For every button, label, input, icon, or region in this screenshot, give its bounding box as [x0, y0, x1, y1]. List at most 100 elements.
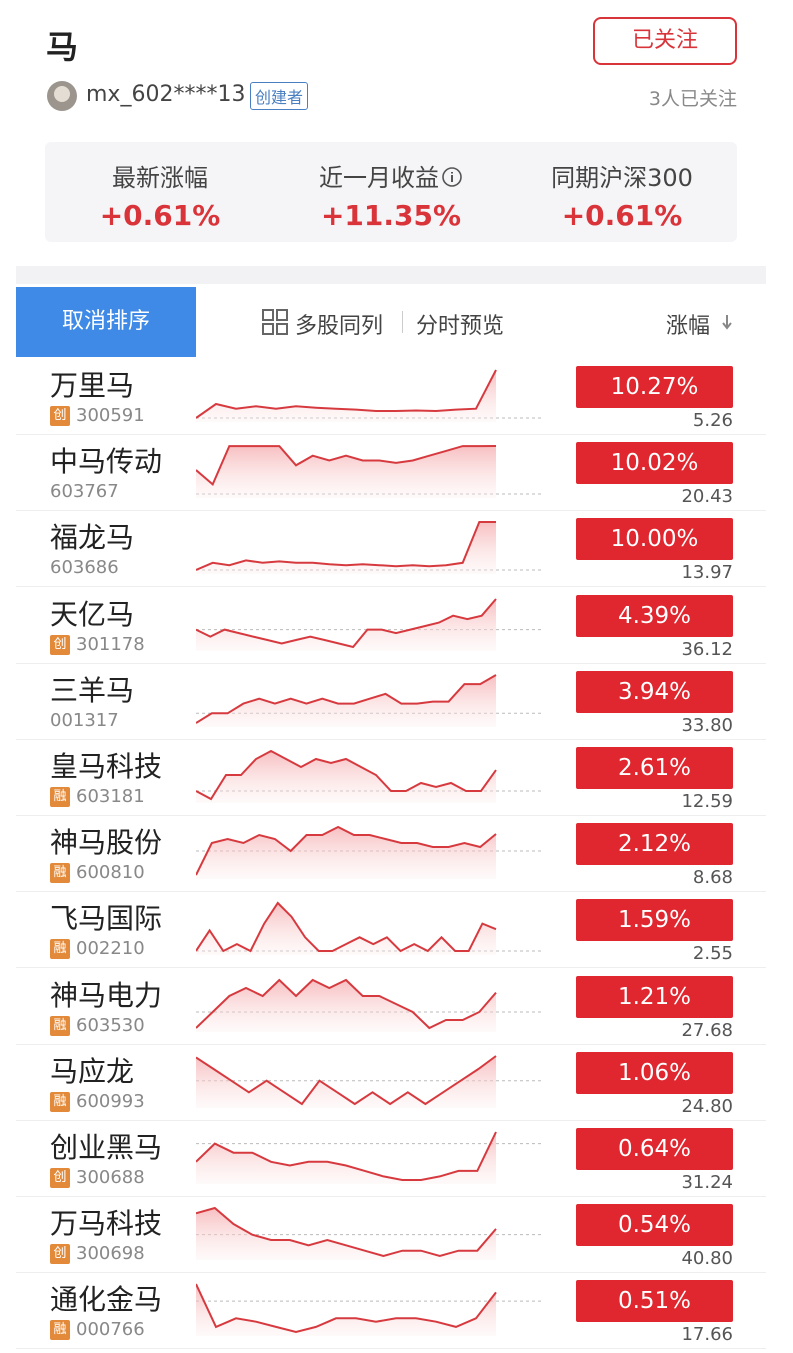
stock-code: 301178 [76, 633, 145, 655]
area [196, 903, 496, 956]
area [196, 1055, 496, 1108]
multi-stock-tab[interactable]: 多股同列 [295, 314, 384, 339]
price: 27.68 [681, 1019, 733, 1041]
stock-row[interactable]: 万里马创 300591 10.27% 5.26 [16, 358, 766, 435]
stat-label-text: 近一月收益 [319, 164, 439, 192]
change-box: 10.00% [576, 518, 733, 561]
stock-row[interactable]: 飞马国际融 002210 1.59% 2.55 [16, 891, 766, 969]
user-name[interactable]: mx_602****13 [86, 82, 246, 107]
price: 40.80 [681, 1248, 733, 1270]
stock-name: 福龙马 [50, 521, 135, 555]
stock-row[interactable]: 中马传动 603767 10.02% 20.43 [16, 434, 766, 512]
follow-button[interactable]: 已关注 [593, 17, 737, 65]
price-line [196, 445, 497, 487]
change-box: 0.64% [576, 1128, 733, 1170]
stock-name: 皇马科技 [50, 750, 163, 783]
stock-name: 飞马国际 [50, 902, 163, 936]
intraday-chart [196, 445, 542, 499]
stock-code: 600993 [76, 1090, 145, 1112]
stock-code: 603686 [50, 557, 119, 579]
stock-row[interactable]: 万马科技创 300698 0.54% 40.80 [16, 1196, 766, 1274]
change-box: 1.21% [576, 975, 733, 1018]
price-line [196, 597, 497, 648]
stock-row[interactable]: 神马股份融 600810 2.12% 8.68 [16, 815, 766, 893]
stat-value: +0.61% [561, 199, 683, 232]
price: 36.12 [681, 638, 733, 660]
stock-row[interactable]: 神马电力融 603530 1.21% 27.68 [16, 968, 766, 1045]
change-box: 2.12% [576, 823, 733, 866]
intraday-chart [196, 1054, 542, 1108]
stock-code: 603530 [76, 1014, 145, 1036]
stock-code: 300698 [76, 1243, 145, 1265]
price: 13.97 [681, 562, 733, 584]
market-tag: 融 [50, 939, 70, 960]
price-line [196, 978, 497, 1029]
sort-column[interactable]: 涨幅 [666, 314, 711, 339]
stat-value: +11.35% [320, 199, 462, 232]
stock-row[interactable]: 马应龙融 600993 1.06% 24.80 [16, 1044, 766, 1121]
price-line [196, 1054, 497, 1106]
stock-row[interactable]: 福龙马 603686 10.00% 13.97 [16, 510, 766, 588]
price-line [196, 749, 497, 801]
stock-row[interactable]: 天亿马创 301178 4.39% 36.12 [16, 587, 766, 664]
area [196, 674, 496, 727]
stat-label: 最新涨幅 [45, 158, 275, 193]
grid-icon [262, 309, 288, 335]
market-tag: 融 [50, 1015, 70, 1036]
info-icon[interactable] [441, 166, 463, 188]
intraday-chart [196, 826, 542, 880]
stock-row[interactable]: 皇马科技融 603181 2.61% 12.59 [16, 739, 766, 816]
market-tag: 创 [50, 406, 70, 426]
change-box: 0.51% [576, 1280, 733, 1323]
stock-row[interactable]: 通化金马融 000766 0.51% 17.66 [16, 1272, 766, 1350]
area [196, 1208, 496, 1261]
title: 马 [46, 28, 79, 66]
stock-code: 002210 [76, 938, 145, 960]
stock-name: 马应龙 [50, 1054, 135, 1088]
change-box: 0.54% [576, 1204, 733, 1247]
intraday-chart [196, 597, 542, 651]
separator [16, 266, 766, 284]
stat: 最新涨幅 +0.61% [45, 142, 275, 232]
price-line [196, 369, 497, 419]
preview-tab[interactable]: 分时预览 [416, 314, 505, 339]
area [196, 598, 496, 651]
stat-value: +0.61% [99, 199, 221, 232]
intraday-chart [196, 1283, 542, 1337]
price-line [196, 521, 496, 572]
stock-row[interactable]: 创业黑马创 300688 0.64% 31.24 [16, 1120, 766, 1197]
price: 33.80 [681, 714, 733, 736]
stock-name: 神马股份 [50, 826, 163, 860]
price-line [196, 1131, 497, 1181]
change-box: 3.94% [576, 670, 733, 713]
intraday-chart [196, 978, 542, 1032]
cancel-sort-button[interactable]: 取消排序 [16, 287, 196, 357]
stat-label-text: 同期沪深300 [551, 164, 693, 192]
stock-name: 天亿马 [50, 597, 135, 631]
market-tag: 创 [50, 1244, 70, 1265]
stock-code: 603767 [50, 481, 119, 503]
price-line [196, 1283, 497, 1334]
followers: 3人已关注 [648, 88, 737, 110]
stock-name: 中马传动 [50, 445, 163, 479]
stock-code: 001317 [50, 709, 119, 731]
market-tag: 创 [50, 634, 70, 655]
stock-name: 万马科技 [50, 1207, 163, 1241]
stock-code: 300688 [76, 1167, 145, 1188]
stock-name: 通化金马 [50, 1283, 163, 1317]
area [196, 1284, 496, 1337]
stat: 近一月收益 +11.35% [276, 142, 506, 232]
stock-name: 神马电力 [50, 978, 163, 1012]
avatar [47, 81, 77, 111]
stock-code: 300591 [76, 405, 145, 426]
stat-label: 近一月收益 [276, 158, 506, 193]
area [196, 751, 496, 803]
price: 12.59 [681, 791, 733, 812]
area [196, 979, 496, 1032]
intraday-chart [196, 369, 542, 422]
stock-row[interactable]: 三羊马 001317 3.94% 33.80 [16, 663, 766, 740]
intraday-chart [196, 521, 542, 575]
price-line [196, 673, 497, 724]
area [196, 522, 496, 575]
stat-label: 同期沪深300 [507, 158, 737, 193]
